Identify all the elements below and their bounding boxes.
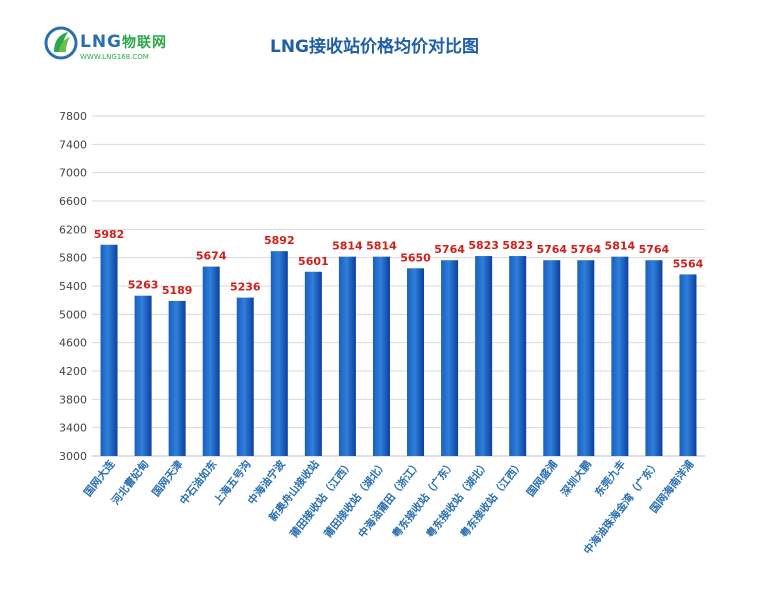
data-label-8: 5814 xyxy=(366,240,397,253)
data-label-17: 5564 xyxy=(673,257,704,270)
logo-brand-en: LNG xyxy=(80,32,123,52)
x-axis-ticks: 国网大连河北曹妃甸国网天津中石油如东上海五号沟中海油宁波新奥舟山接收站莆田接收站… xyxy=(81,457,696,556)
bar-3 xyxy=(202,266,220,456)
y-tick-label: 3000 xyxy=(59,450,87,463)
x-tick-label-11: 粤东接收站（湖北） xyxy=(424,458,492,540)
bars xyxy=(100,244,697,456)
y-tick-label: 7000 xyxy=(59,167,87,180)
x-tick-label-10: 粤东接收站（广东） xyxy=(390,458,458,540)
x-tick-label-12: 粤东接收站（江西） xyxy=(458,458,526,540)
y-tick-label: 4200 xyxy=(59,365,87,378)
y-tick-label: 5000 xyxy=(59,308,87,321)
x-tick-label-0: 国网大连 xyxy=(81,457,117,498)
y-tick-label: 5800 xyxy=(59,252,87,265)
bar-16 xyxy=(645,260,663,456)
bar-12 xyxy=(509,256,527,456)
data-label-1: 5263 xyxy=(128,279,159,292)
y-tick-label: 7800 xyxy=(59,110,87,123)
bar-15 xyxy=(611,256,629,456)
grid-lines xyxy=(92,115,705,457)
data-label-10: 5764 xyxy=(434,243,465,256)
x-tick-label-13: 国网盛浦 xyxy=(524,457,560,498)
y-tick-label: 6600 xyxy=(59,195,87,208)
bar-7 xyxy=(338,256,356,456)
x-tick-label-8: 莆田接收站（湖北） xyxy=(321,458,389,540)
y-axis-ticks: 3000 3400 3800 4200 4600 5000 5400 5800 6200 6600… xyxy=(59,110,87,463)
data-label-4: 5236 xyxy=(230,281,261,294)
bar-8 xyxy=(372,256,390,456)
data-label-15: 5814 xyxy=(605,240,636,253)
bar-10 xyxy=(441,260,459,456)
x-tick-label-2: 国网天津 xyxy=(149,457,185,498)
logo-url: WWW.LNG168.COM xyxy=(80,53,149,61)
data-label-13: 5764 xyxy=(536,243,567,256)
bar-5 xyxy=(270,251,288,456)
data-label-7: 5814 xyxy=(332,240,363,253)
data-label-5: 5892 xyxy=(264,234,295,247)
bar-9 xyxy=(407,268,425,456)
bar-2 xyxy=(168,300,186,456)
bar-17 xyxy=(679,274,697,456)
x-tick-label-7: 莆田接收站（江西） xyxy=(287,458,355,540)
data-label-0: 5982 xyxy=(94,228,125,241)
y-tick-label: 3400 xyxy=(59,422,87,435)
logo-brand-cn: 物联网 xyxy=(122,35,168,51)
chart-title: LNG接收站价格均价对比图 xyxy=(270,37,480,57)
leaf-logo-icon xyxy=(44,26,78,60)
y-tick-label: 6200 xyxy=(59,223,87,236)
data-label-14: 5764 xyxy=(570,243,601,256)
bar-1 xyxy=(134,295,152,456)
bar-11 xyxy=(475,256,493,456)
bar-0 xyxy=(100,244,118,456)
data-label-12: 5823 xyxy=(502,239,533,252)
data-label-11: 5823 xyxy=(468,239,499,252)
x-tick-label-14: 深圳大鹏 xyxy=(558,458,594,499)
logo-brand: LNG物联网 xyxy=(80,32,167,52)
data-label-2: 5189 xyxy=(162,284,193,297)
bar-4 xyxy=(236,297,254,456)
y-tick-label: 7400 xyxy=(59,138,87,151)
data-label-9: 5650 xyxy=(400,251,431,264)
y-tick-label: 5400 xyxy=(59,280,87,293)
bar-14 xyxy=(577,260,595,456)
data-label-16: 5764 xyxy=(639,243,670,256)
y-tick-label: 3800 xyxy=(59,393,87,406)
x-tick-label-9: 中海油莆田（浙江） xyxy=(355,458,423,540)
data-label-6: 5601 xyxy=(298,255,329,268)
data-label-3: 5674 xyxy=(196,250,227,263)
logo: LNG物联网 WWW.LNG168.COM xyxy=(44,26,184,70)
bar-13 xyxy=(543,260,561,456)
y-tick-label: 4600 xyxy=(59,337,87,350)
x-tick-label-15: 东莞九丰 xyxy=(592,457,628,498)
bar-6 xyxy=(304,271,322,456)
